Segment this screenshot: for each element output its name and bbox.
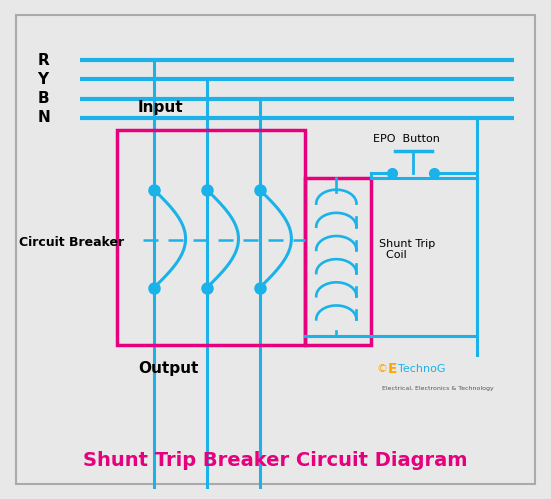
Text: Shunt Trip
  Coil: Shunt Trip Coil: [379, 239, 435, 260]
Text: Shunt Trip Breaker Circuit Diagram: Shunt Trip Breaker Circuit Diagram: [83, 451, 468, 470]
Text: N: N: [37, 110, 50, 125]
Text: Circuit Breaker: Circuit Breaker: [19, 236, 124, 249]
Text: R: R: [37, 53, 49, 68]
Text: Y: Y: [37, 72, 48, 87]
Bar: [305, 178, 371, 345]
Text: EPO  Button: EPO Button: [374, 134, 440, 144]
Text: ©: ©: [376, 364, 387, 374]
Text: B: B: [37, 91, 49, 106]
Text: Output: Output: [138, 361, 198, 376]
Text: E: E: [388, 362, 397, 376]
Text: Electrical, Electronics & Technology: Electrical, Electronics & Technology: [382, 386, 494, 391]
Bar: [117, 130, 305, 345]
Text: Input: Input: [138, 100, 183, 115]
Text: TechnoG: TechnoG: [398, 364, 446, 374]
